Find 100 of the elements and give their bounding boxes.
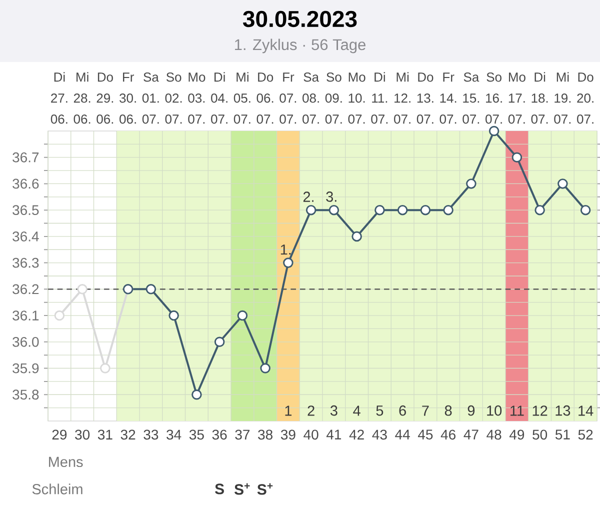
- x2-tick-label: Sa 01. 07.: [142, 72, 159, 124]
- x-tick-label: 36: [212, 430, 227, 440]
- point: [100, 363, 110, 374]
- annotation: 3: [330, 405, 338, 416]
- x2-tick-label: Fr 14. 07.: [440, 72, 456, 124]
- x-tick-label: 44: [395, 430, 410, 440]
- annotation: 2: [308, 406, 314, 416]
- x2-tick-label: Do 29. 06.: [96, 72, 114, 124]
- y-tick-label: 36.6: [12, 178, 39, 189]
- point: [328, 204, 340, 216]
- point: [558, 178, 568, 189]
- x-tick-label: 49: [509, 430, 524, 440]
- annotation: 9: [468, 405, 475, 416]
- x2-tick-label: Do 20. 07.: [577, 72, 594, 124]
- point: [534, 204, 545, 216]
- annotation: 14: [578, 406, 594, 416]
- annotation: 1: [285, 406, 292, 416]
- x-tick-label: 48: [486, 430, 502, 440]
- y-tick-label: 35.8: [12, 390, 39, 400]
- annotation: 3.: [326, 192, 336, 202]
- x-tick-label: 40: [304, 430, 318, 440]
- x2-tick-label: Mi 28. 06.: [74, 72, 90, 124]
- annotation: 10: [487, 405, 502, 416]
- point: [214, 336, 225, 348]
- y-tick-label: 36.4: [12, 232, 39, 242]
- y-tick-label: 36.2: [12, 284, 39, 294]
- x-tick-label: 46: [440, 430, 456, 440]
- y-tick-label: 36.7: [12, 152, 39, 162]
- x-tick-label: 39: [280, 430, 296, 440]
- annotation: 5: [376, 406, 384, 416]
- point: [397, 204, 408, 216]
- point: [237, 310, 248, 321]
- point: [192, 389, 202, 400]
- y-tick-label: 36.5: [12, 205, 39, 216]
- x2-tick-label: Mo 17. 07.: [508, 72, 526, 124]
- annotation: 2.: [303, 192, 314, 202]
- x2-tick-label: Di 04. 07.: [211, 72, 228, 124]
- x-tick-label: 31: [98, 430, 112, 440]
- annotation: 1.: [280, 244, 291, 255]
- annotation: 4: [353, 406, 360, 416]
- point: [488, 126, 500, 136]
- x2-tick-label: Do 06. 07.: [256, 72, 274, 124]
- x-tick-label: 51: [555, 430, 570, 440]
- x2-tick-label: Do 13. 07.: [416, 72, 434, 124]
- x2-tick-label: Di 27. 06.: [50, 72, 68, 124]
- point: [580, 204, 591, 216]
- y-tick-label: 36.1: [12, 310, 39, 320]
- point: [168, 310, 179, 321]
- chart-title: 30.05.2023: [242, 10, 357, 28]
- x2-tick-label: Di 18. 07.: [531, 72, 548, 124]
- x-tick-label: 52: [578, 430, 593, 440]
- annotation: 12: [532, 406, 548, 416]
- annotation: 8: [444, 405, 452, 416]
- x2-tick-label: Di 11. 07.: [371, 72, 388, 124]
- point: [306, 204, 316, 216]
- x-tick-label: 33: [144, 430, 158, 440]
- x-tick-label: 32: [120, 430, 136, 440]
- point: [146, 284, 156, 294]
- x-tick-label: 42: [349, 430, 364, 440]
- point: [512, 152, 522, 162]
- point: [54, 310, 65, 321]
- y-tick-label: Schleim: [32, 484, 82, 494]
- y-tick-label: Mens: [49, 456, 83, 468]
- point: [443, 204, 454, 216]
- x-tick-label: 50: [532, 430, 548, 440]
- x-tick-label: 45: [418, 430, 433, 440]
- x2-tick-label: Mo 10. 07.: [348, 72, 366, 124]
- point: [260, 363, 270, 374]
- annotation: 13: [556, 405, 570, 416]
- point: [420, 204, 431, 216]
- x-tick-label: 38: [258, 430, 272, 440]
- x-tick-label: 29: [52, 430, 67, 440]
- x-tick-label: 47: [464, 430, 478, 440]
- chart-subtitle: 1. Zyklus · 56 Tage: [235, 38, 366, 54]
- x2-tick-label: Mi 19. 07.: [554, 72, 571, 124]
- x-tick-label: 41: [326, 430, 342, 440]
- annotation: 6: [399, 405, 406, 416]
- annotation: 7: [422, 406, 429, 416]
- y-tick-label: 35.9: [12, 363, 39, 374]
- x2-tick-label: Mi 12. 07.: [394, 72, 410, 124]
- x2-tick-label: So 09. 07.: [325, 72, 342, 124]
- point: [283, 258, 294, 268]
- y-tick-label: 36.0: [12, 336, 39, 347]
- x-tick-label: 37: [235, 430, 250, 440]
- x2-tick-label: So 02. 07.: [165, 72, 182, 124]
- x-tick-label: 34: [166, 430, 182, 440]
- x-tick-label: 35: [189, 430, 204, 440]
- point: [77, 284, 88, 294]
- x2-tick-label: Sa 15. 07.: [462, 72, 480, 124]
- annotation: 11: [510, 406, 524, 416]
- x-tick-label: 43: [372, 430, 387, 440]
- y-tick-label: 36.3: [12, 258, 39, 268]
- point: [352, 231, 362, 242]
- x-tick-label: 30: [75, 430, 90, 440]
- x2-tick-label: So 16. 07.: [486, 72, 502, 124]
- point: [466, 178, 476, 189]
- x2-tick-label: Fr 07. 07.: [280, 72, 296, 124]
- text: S: [215, 484, 224, 494]
- text: S$^{+}$: [234, 483, 250, 495]
- x2-tick-label: Mi 05. 07.: [234, 72, 250, 124]
